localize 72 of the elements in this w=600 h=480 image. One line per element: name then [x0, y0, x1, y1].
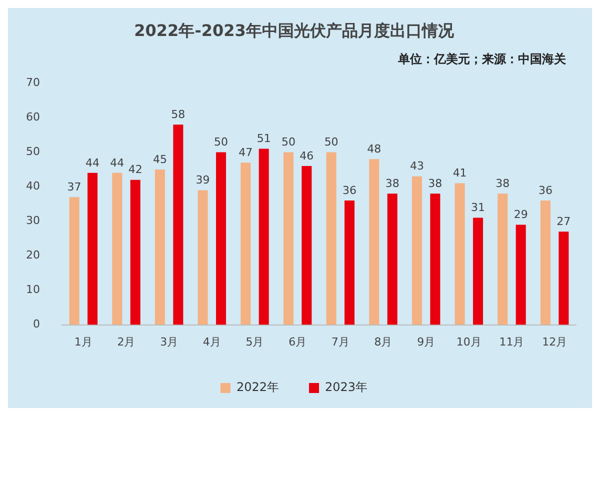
x-tick-label: 6月: [288, 335, 307, 348]
bar: [216, 152, 226, 325]
data-label: 36: [538, 184, 552, 197]
x-tick-label: 7月: [331, 335, 350, 348]
data-label: 45: [152, 152, 167, 166]
data-label: 31: [471, 201, 486, 214]
bar: [258, 148, 269, 325]
y-tick-label: 70: [26, 76, 40, 90]
data-label: 38: [428, 177, 442, 190]
bar: [516, 224, 526, 325]
data-label: 41: [452, 166, 467, 180]
x-tick-label: 11月: [499, 335, 524, 348]
bar: [240, 162, 251, 325]
bar: [283, 152, 294, 325]
y-tick-label: 0: [32, 318, 40, 331]
text: 单位：亿美元；来源：中国海关: [397, 52, 567, 66]
x-tick-label: 9月: [417, 335, 436, 348]
x-tick-label: 1月: [74, 335, 92, 348]
data-label: 44: [86, 156, 100, 170]
x-tick-label: 5月: [246, 335, 264, 348]
y-tick-label: 10: [26, 283, 40, 296]
bar: [173, 124, 184, 325]
x-tick-label: 10月: [456, 335, 482, 348]
x-tick-label: 2月: [117, 335, 136, 348]
data-label: 36: [342, 184, 357, 197]
bar: [69, 197, 80, 325]
bar: [198, 190, 208, 325]
data-label: 43: [410, 160, 424, 173]
y-tick-label: 30: [26, 214, 40, 228]
x-tick-label: 4月: [202, 335, 221, 348]
legend-label: 2022年: [236, 380, 280, 394]
x-tick-label: 12月: [542, 335, 568, 348]
x-tick-label: 8月: [374, 335, 392, 348]
data-label: 44: [110, 156, 124, 170]
data-label: 38: [385, 177, 400, 190]
data-label: 58: [171, 108, 186, 121]
bar: [412, 176, 422, 325]
bar: [154, 169, 165, 325]
data-label: 50: [214, 136, 228, 149]
y-tick-label: 40: [26, 180, 40, 193]
data-label: 37: [67, 180, 82, 194]
bar: [498, 194, 508, 325]
bar: [326, 152, 336, 325]
data-label: 29: [514, 208, 528, 222]
bar: [88, 172, 98, 325]
data-label: 47: [238, 146, 253, 159]
data-label: 38: [496, 177, 510, 190]
y-tick-label: 60: [26, 110, 40, 124]
data-label: 42: [128, 163, 142, 176]
bar: [558, 232, 569, 325]
data-label: 27: [556, 214, 571, 228]
chart-title: 2022年-2023年中国光伏产品月度出口情况: [134, 20, 455, 40]
bar: [112, 172, 122, 325]
data-label: 50: [281, 136, 296, 149]
data-label: 39: [196, 174, 210, 187]
x-tick-label: 3月: [160, 335, 178, 348]
bar: [454, 183, 465, 325]
y-tick-label: 20: [26, 248, 40, 262]
bar: [387, 194, 398, 325]
bar: [540, 200, 550, 325]
bar: [473, 218, 484, 325]
legend-label: 2023年: [325, 380, 368, 394]
data-label: 50: [324, 136, 338, 149]
data-label: 46: [300, 149, 314, 162]
bar: [369, 159, 380, 325]
bar: [430, 194, 440, 325]
bar: [344, 200, 355, 325]
bar: [130, 180, 140, 325]
y-tick-label: 50: [26, 145, 40, 158]
bar: [302, 166, 312, 325]
data-label: 51: [256, 132, 271, 146]
data-label: 48: [367, 142, 382, 156]
